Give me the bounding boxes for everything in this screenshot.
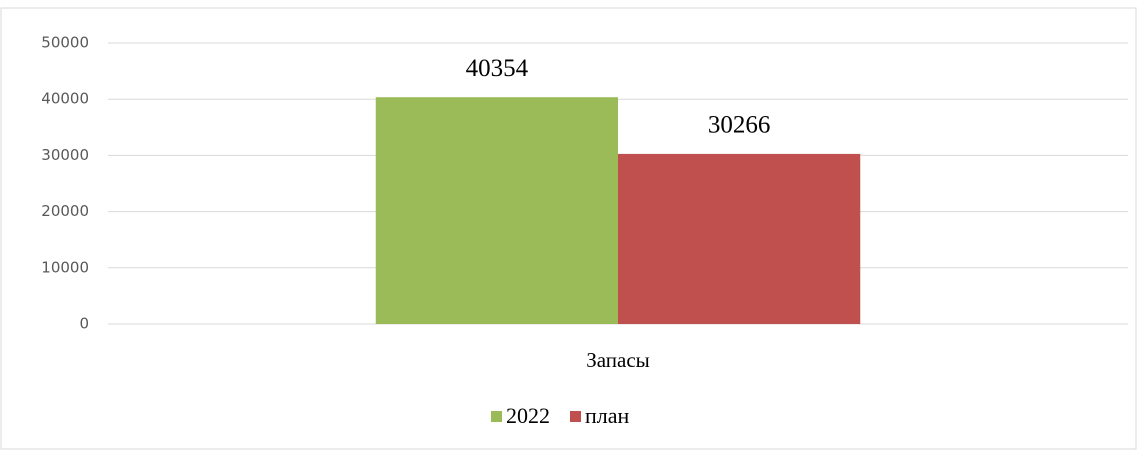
y-tick-label: 50000	[41, 34, 89, 52]
legend-swatch	[491, 411, 502, 422]
legend-label: план	[585, 403, 630, 428]
y-tick-label: 0	[79, 315, 89, 333]
y-tick-label: 10000	[41, 258, 89, 276]
x-tick-label: Запасы	[586, 348, 650, 372]
bar	[375, 97, 618, 325]
y-tick-label: 30000	[41, 146, 89, 164]
legend-label: 2022	[506, 403, 550, 428]
data-label: 30266	[708, 112, 771, 139]
y-tick-label: 20000	[41, 202, 89, 220]
data-label: 40354	[466, 55, 529, 82]
legend-swatch	[570, 411, 581, 422]
y-tick-label: 40000	[41, 90, 89, 108]
bar	[618, 153, 861, 324]
